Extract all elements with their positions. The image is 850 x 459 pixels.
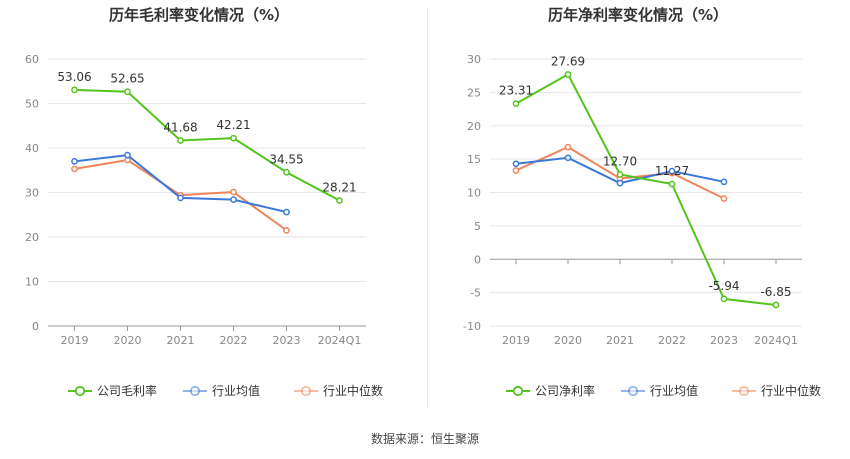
data-point [177,137,184,144]
source-note: 数据来源：恒生聚源 [370,432,479,446]
data-point [230,188,237,196]
legend-item[interactable]: 行业中位数 [294,383,383,398]
legend-label: 行业均值 [650,383,698,398]
chart-title: 历年净利率变化情况（%） [548,6,728,24]
legend-marker [738,385,750,397]
y-tick-label: 0 [32,320,39,333]
data-point [512,160,520,168]
data-label: 11.27 [655,164,689,178]
y-tick-label: 5 [474,220,481,233]
y-tick-label: 30 [467,53,481,66]
data-label: 23.31 [499,84,533,98]
data-point [772,301,780,309]
y-tick-label: 0 [474,253,481,266]
x-tick-label: 2023 [710,334,738,347]
y-tick-label: 10 [467,187,481,200]
legend-label: 公司毛利率 [97,383,157,398]
net-margin-chart: 历年净利率变化情况（%） -10 -5 0 5 10 15 20 25 30 2019 2020 202… [463,6,821,398]
data-label: -5.94 [708,279,739,293]
data-point [720,195,728,202]
legend-item[interactable]: 行业均值 [183,383,260,398]
data-point [512,167,520,174]
y-tick-label: 30 [25,187,39,200]
data-point [71,158,78,165]
x-tick-label: 2024Q1 [754,334,798,347]
data-point [616,171,624,178]
data-label: 34.55 [269,152,303,166]
y-tick-label: 20 [467,120,481,133]
data-point [720,295,728,303]
data-point [283,208,290,216]
data-point [720,178,728,186]
data-point [71,165,78,173]
legend-marker [74,385,86,397]
data-point [564,154,572,162]
x-tick-label: 2022 [220,334,248,347]
x-tick-label: 2021 [167,334,195,347]
y-tick-label: -10 [463,320,481,333]
legend-item[interactable]: 公司净利率 [506,383,595,398]
data-point [336,197,343,204]
data-point [668,180,676,188]
x-tick-label: 2023 [273,334,301,347]
data-point [230,134,237,142]
legend-label: 行业中位数 [761,383,821,398]
x-tick-label: 2019 [502,334,530,347]
legend-item[interactable]: 行业中位数 [732,383,821,398]
data-point [230,196,237,203]
x-tick-label: 2019 [61,334,89,347]
series-line-1 [74,88,340,202]
y-tick-label: 50 [25,98,39,111]
data-point [283,168,290,176]
y-tick-label: 40 [25,142,39,155]
data-point [564,71,572,78]
y-tick-label: 20 [25,231,39,244]
data-point [124,88,131,96]
legend-label: 行业均值 [212,383,260,398]
data-point [512,100,520,108]
y-tick-label: 60 [25,53,39,66]
data-point [177,194,184,202]
data-label: 12.70 [603,154,637,168]
data-label: -6.85 [760,285,791,299]
data-label: 53.06 [57,70,91,84]
legend-marker [512,385,524,397]
chart-title: 历年毛利率变化情况（%） [109,6,289,24]
panel-divider [427,8,428,408]
x-tick-label: 2020 [114,334,142,347]
legend-label: 公司净利率 [535,383,595,398]
data-point [564,143,572,151]
x-tick-label: 2021 [606,334,634,347]
x-tick-label: 2024Q1 [318,334,362,347]
data-point [124,151,131,159]
y-tick-label: 10 [25,276,39,289]
series-line-1 [515,73,777,306]
data-point [668,167,676,175]
data-point [616,179,624,187]
gross-margin-chart: 历年毛利率变化情况（%） 0 10 20 30 40 50 60 2019 2020 2021 202… [25,6,383,398]
x-tick-label: 2020 [554,334,582,347]
data-label: 52.65 [110,72,144,86]
legend-marker [189,385,201,397]
legend-marker [300,385,312,397]
data-label: 28.21 [322,180,356,194]
legend-item[interactable]: 公司毛利率 [68,383,157,398]
y-tick-label: -5 [470,287,481,300]
y-tick-label: 25 [467,86,481,99]
data-point [71,86,78,94]
legend-item[interactable]: 行业均值 [621,383,698,398]
data-label: 42.21 [216,118,250,132]
legend-marker [627,385,639,397]
legend-label: 行业中位数 [323,383,383,398]
data-label: 41.68 [163,121,197,135]
y-tick-label: 15 [467,153,481,166]
data-label: 27.69 [551,54,585,68]
x-tick-label: 2022 [658,334,686,347]
data-point [283,226,290,234]
